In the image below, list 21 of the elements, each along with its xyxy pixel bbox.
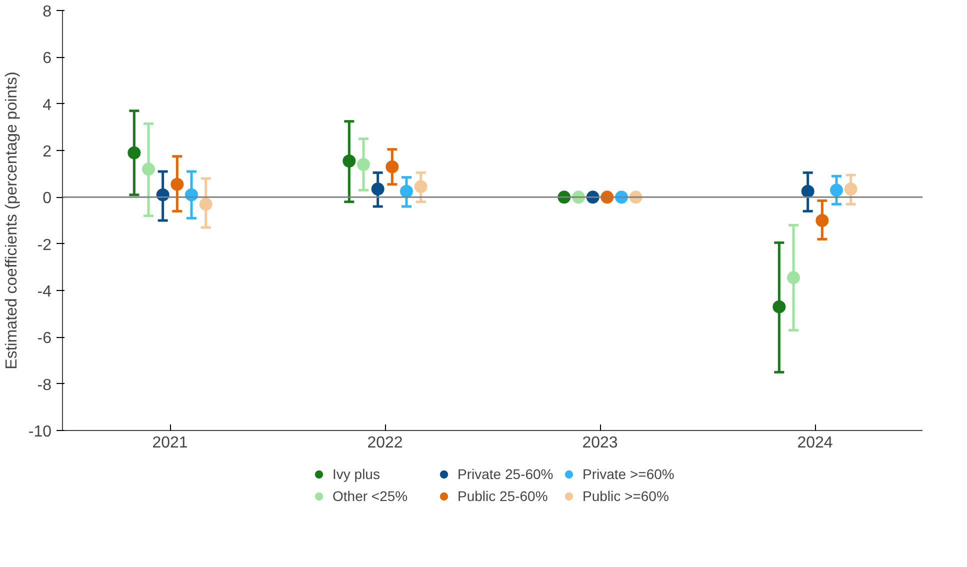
legend-label: Ivy plus [332, 466, 381, 482]
y-tick-label: 8 [42, 4, 52, 20]
x-tick-label: 2024 [797, 434, 833, 452]
x-tick-label: 2021 [152, 434, 188, 452]
y-tick-label: -10 [28, 424, 52, 440]
y-tick-label: -8 [37, 376, 52, 394]
legend-label: Public >=60% [582, 488, 670, 504]
y-axis-title: Estimated coefficients (percentage points) [3, 72, 20, 370]
legend-label: Other <25% [332, 488, 409, 504]
x-tick-label: 2023 [582, 434, 618, 452]
y-tick-label: -2 [37, 236, 52, 254]
y-tick-label: 4 [42, 96, 52, 114]
y-tick-label: -6 [37, 330, 52, 348]
y-tick-label: -4 [37, 284, 52, 300]
legend-label: Private >=60% [582, 466, 676, 482]
legend-label: Private 25-60% [458, 466, 554, 482]
y-tick-label: 6 [42, 50, 52, 68]
y-tick-label: 0 [42, 190, 52, 208]
x-tick-label: 2022 [367, 434, 403, 452]
y-tick-label: 2 [42, 144, 52, 160]
legend-label: Public 25-60% [458, 488, 549, 504]
